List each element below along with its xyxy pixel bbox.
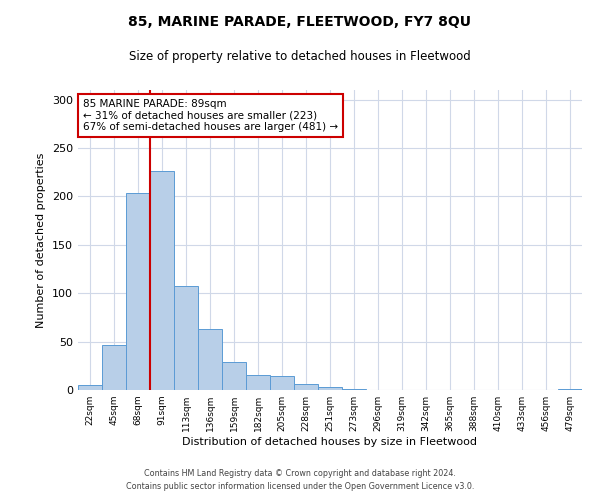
Y-axis label: Number of detached properties: Number of detached properties [37,152,46,328]
Text: Contains public sector information licensed under the Open Government Licence v3: Contains public sector information licen… [126,482,474,491]
X-axis label: Distribution of detached houses by size in Fleetwood: Distribution of detached houses by size … [182,437,478,447]
Bar [79,385,101,390]
Bar [103,346,125,390]
Bar [127,192,149,390]
Bar [271,376,293,390]
Bar [559,389,581,390]
Bar [199,329,221,390]
Bar [295,384,317,390]
Text: 85, MARINE PARADE, FLEETWOOD, FY7 8QU: 85, MARINE PARADE, FLEETWOOD, FY7 8QU [128,15,472,29]
Text: 85 MARINE PARADE: 89sqm
← 31% of detached houses are smaller (223)
67% of semi-d: 85 MARINE PARADE: 89sqm ← 31% of detache… [83,99,338,132]
Text: Size of property relative to detached houses in Fleetwood: Size of property relative to detached ho… [129,50,471,63]
Text: Contains HM Land Registry data © Crown copyright and database right 2024.: Contains HM Land Registry data © Crown c… [144,468,456,477]
Bar [223,362,245,390]
Bar [343,389,365,390]
Bar [247,374,269,390]
Bar [151,172,173,390]
Bar [175,286,197,390]
Bar [319,387,341,390]
